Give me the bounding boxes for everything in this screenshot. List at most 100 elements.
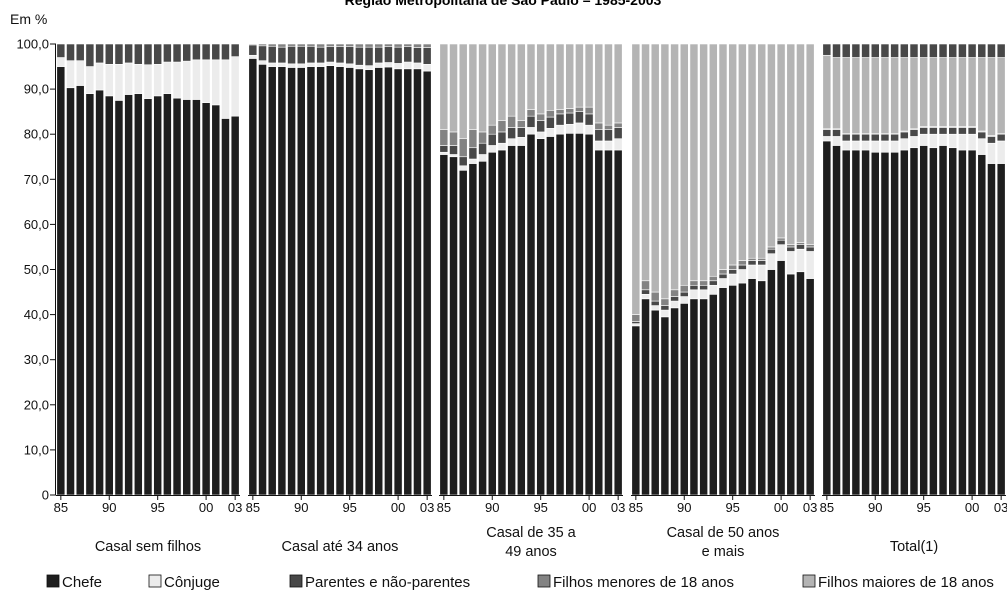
- bar-segment-filhos-maiores: [841, 57, 851, 134]
- bar-segment-conjuge: [163, 61, 172, 94]
- bar-segment-filhos-menores: [497, 120, 507, 133]
- panel: 85 90 95 00 03 Casal sem filhos: [54, 43, 242, 555]
- bar-segment-conjuge: [948, 133, 958, 149]
- bar-segment-parentes: [258, 45, 267, 61]
- bar-segment-parentes: [335, 46, 345, 64]
- y-tick-label: 40,0: [24, 307, 49, 322]
- bar-segment-chefe: [805, 278, 815, 496]
- panel: 85 90 95 00 03 Casal até 34 anos: [246, 43, 434, 555]
- bar-segment-conjuge: [335, 62, 345, 67]
- y-tick-label: 60,0: [24, 217, 49, 232]
- bar-segment-parentes: [987, 43, 996, 58]
- bar-segment-filhos-maiores: [909, 57, 919, 130]
- bar-segment-chefe: [909, 147, 919, 496]
- bar-segment-chefe: [66, 87, 75, 496]
- bar-segment-chefe: [403, 68, 413, 496]
- bar-segment-parentes: [977, 131, 987, 140]
- bar-segment-chefe: [948, 147, 958, 496]
- bar-segment-chefe: [325, 65, 335, 496]
- bar-segment-parentes: [679, 291, 689, 297]
- legend-label: Cônjuge: [164, 574, 220, 591]
- x-tick-label: 90: [868, 500, 882, 515]
- bar-segment-conjuge: [851, 140, 861, 151]
- bar-segment-parentes: [487, 133, 497, 146]
- bar-segment-filhos-menores: [516, 120, 526, 128]
- bar-segment-conjuge: [747, 264, 757, 279]
- bar-segment-filhos-maiores: [776, 43, 786, 239]
- bar-segment-chefe: [393, 68, 403, 496]
- bar-segment-chefe: [258, 64, 267, 496]
- bar-segment-parentes: [899, 43, 909, 58]
- bar-segment-parentes: [641, 289, 650, 295]
- bar-segment-conjuge: [458, 165, 468, 171]
- legend-item-conjuge: Cônjuge: [148, 574, 220, 591]
- bar-segment-filhos-menores: [565, 108, 575, 114]
- bar-segment-conjuge: [66, 60, 75, 89]
- bar-segment-filhos-menores: [458, 138, 468, 158]
- bar-segment-filhos-maiores: [478, 43, 487, 133]
- bar-segment-filhos-menores: [277, 43, 287, 48]
- panel: 85 90 95 00 03 Total(1): [820, 43, 1007, 555]
- bar-segment-parentes: [516, 127, 526, 138]
- panel-title: Casal de 35 a: [486, 525, 576, 541]
- bar-segment-filhos-menores: [507, 115, 516, 128]
- bar-segment-parentes: [536, 120, 546, 133]
- x-tick-label: 90: [485, 500, 499, 515]
- x-tick-label: 00: [774, 500, 788, 515]
- bar-segment-filhos-menores: [306, 43, 316, 47]
- legend-item-parentes: Parentes e não-parentes: [289, 574, 470, 591]
- bar-segment-chefe: [832, 145, 841, 496]
- bar-segment-chefe: [384, 66, 393, 496]
- bar-segment-filhos-maiores: [613, 43, 623, 124]
- bar-segment-chefe: [374, 67, 384, 496]
- bar-segment-filhos-maiores: [919, 57, 929, 127]
- bar-segment-filhos-menores: [267, 43, 277, 47]
- bar-segment-conjuge: [526, 127, 536, 135]
- bar-segment-filhos-menores: [296, 43, 306, 47]
- bar-segment-filhos-menores: [439, 129, 449, 146]
- bar-segment-parentes: [958, 43, 967, 58]
- bar-segment-chefe: [880, 151, 890, 496]
- bar-segment-conjuge: [306, 62, 316, 67]
- bar-segment-parentes: [841, 43, 851, 58]
- bar-segment-conjuge: [114, 64, 124, 101]
- bar-segment-parentes: [870, 133, 880, 142]
- x-tick-label: 00: [391, 500, 405, 515]
- legend-swatch: [537, 574, 551, 588]
- bar-segment-parentes: [738, 264, 747, 270]
- bar-segment-filhos-menores: [536, 113, 546, 121]
- bar-segment-chefe: [689, 298, 699, 496]
- bar-segment-chefe: [575, 133, 584, 496]
- bar-segment-chefe: [641, 298, 650, 496]
- bar-segment-filhos-maiores: [594, 43, 604, 124]
- legend-swatch: [46, 574, 60, 588]
- bar-segment-parentes: [85, 43, 95, 67]
- bar-segment-filhos-menores: [776, 237, 786, 241]
- bar-segment-filhos-maiores: [977, 57, 987, 132]
- bar-segment-filhos-maiores: [565, 43, 575, 109]
- bar-segment-conjuge: [403, 61, 413, 70]
- bar-segment-filhos-menores: [796, 242, 805, 245]
- bar-segment-parentes: [699, 284, 708, 291]
- bar-segment-parentes: [861, 43, 870, 58]
- bar-segment-parentes: [880, 133, 890, 142]
- x-tick-label: 95: [150, 500, 164, 515]
- bar-segment-parentes: [604, 129, 613, 142]
- bar-segment-filhos-menores: [757, 257, 767, 261]
- bar-segment-chefe: [747, 278, 757, 496]
- legend-label: Filhos maiores de 18 anos: [818, 574, 994, 591]
- bar-segment-conjuge: [728, 273, 738, 286]
- bar-segment-parentes: [56, 43, 66, 58]
- bar-segment-conjuge: [182, 60, 192, 100]
- bar-segment-filhos-maiores: [526, 43, 536, 110]
- bar-segment-parentes: [996, 133, 1006, 142]
- bar-segment-conjuge: [153, 64, 163, 97]
- bar-segment-filhos-maiores: [546, 43, 555, 111]
- bar-segment-filhos-menores: [478, 131, 487, 144]
- bar-segment-filhos-menores: [526, 109, 536, 117]
- bar-segment-conjuge: [287, 63, 296, 68]
- bar-segment-filhos-maiores: [738, 43, 747, 261]
- bar-segment-filhos-menores: [449, 131, 458, 146]
- y-axis-label: Em %: [10, 11, 47, 27]
- bar-segment-parentes: [594, 129, 604, 142]
